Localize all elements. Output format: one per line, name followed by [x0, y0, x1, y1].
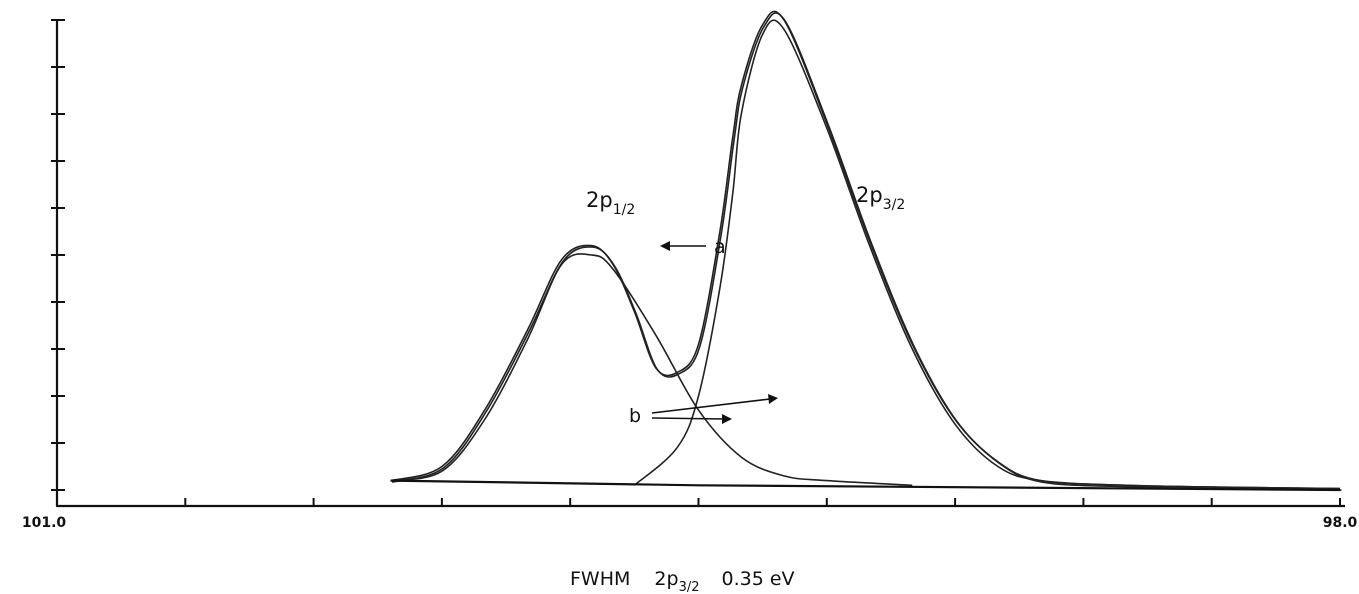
peak-label-2p1-2-sub: 1/2	[613, 202, 636, 218]
x-tick-label-left: 101.0	[22, 515, 67, 531]
arrow-b-label: b	[629, 405, 641, 427]
series-a-envelope-trace	[391, 12, 1342, 491]
x-tick-label-right: 98.0	[1323, 515, 1358, 531]
arrow-b-upper-head	[768, 394, 778, 404]
y-ticks	[51, 19, 65, 491]
x-axis	[56, 498, 1345, 508]
arrow-b-lower-line	[651, 417, 725, 420]
y-axis	[51, 19, 65, 506]
series-background	[390, 479, 1341, 492]
fwhm-caption: FWHM 2p3/2 0.35 eV	[570, 568, 795, 594]
arrow-b-lower-head	[722, 414, 732, 424]
arrow-a-label: a	[714, 236, 726, 258]
peak-label-2p1-2-main: 2p	[586, 188, 613, 212]
peak-label-2p3-2: 2p3/2	[856, 183, 905, 213]
series-b-2p3-2-component	[633, 19, 1341, 490]
fwhm-caption-value: 0.35 eV	[721, 568, 794, 590]
peak-label-2p3-2-main: 2p	[856, 183, 883, 207]
fwhm-caption-prefix: FWHM	[570, 568, 630, 590]
fwhm-caption-sub: 3/2	[679, 580, 700, 594]
x-ticks	[56, 498, 1341, 507]
curves	[390, 10, 1342, 492]
arrow-a-head	[660, 241, 670, 251]
fwhm-caption-main: 2p	[654, 568, 678, 590]
series-b-2p1-2-component	[390, 253, 913, 487]
peak-label-2p3-2-sub: 3/2	[883, 197, 906, 213]
arrow-b-upper-line	[651, 398, 771, 414]
peak-label-2p1-2: 2p1/2	[586, 188, 635, 218]
series-a-envelope	[390, 10, 1341, 490]
